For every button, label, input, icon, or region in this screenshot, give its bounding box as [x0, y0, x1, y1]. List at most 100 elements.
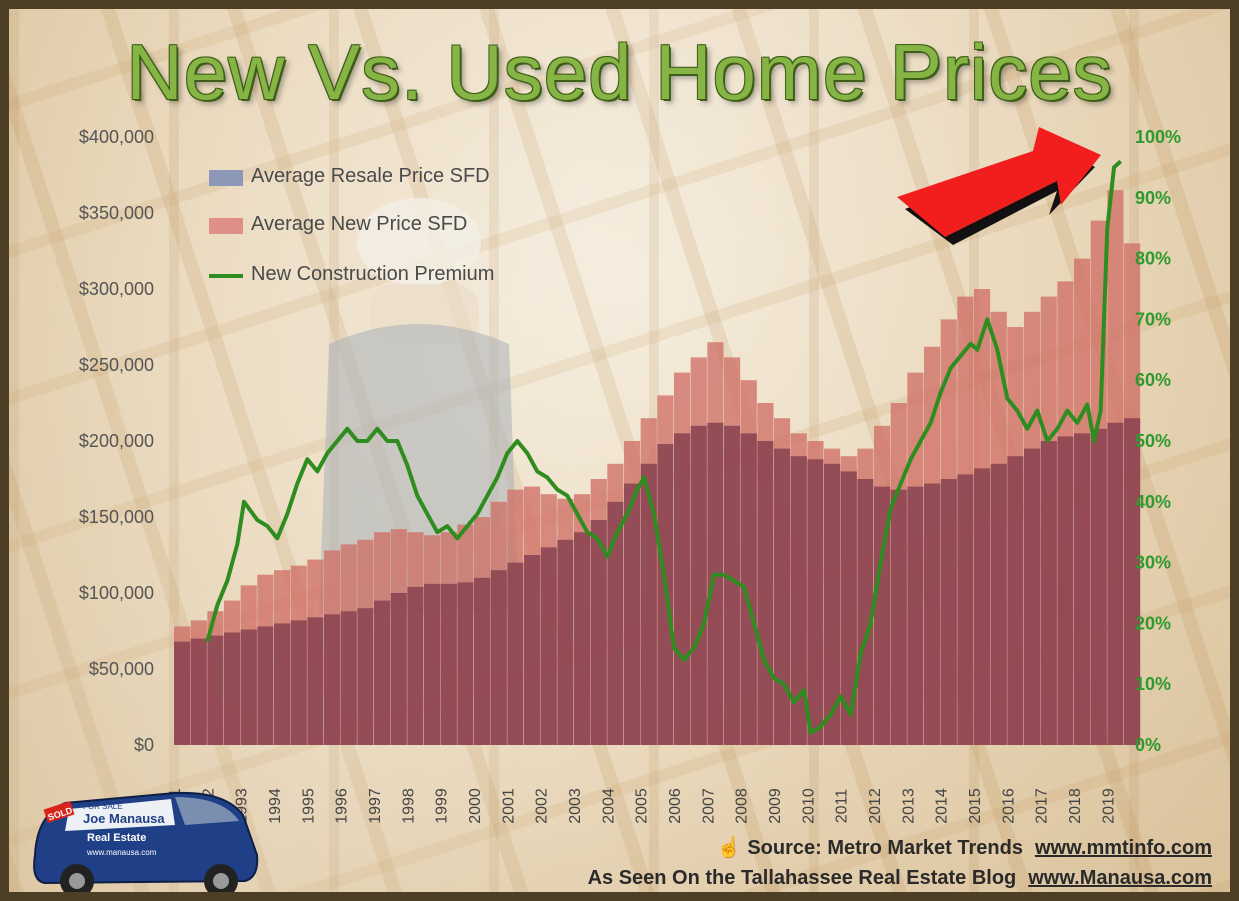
- resale-bar: [540, 547, 557, 745]
- svg-text:www.manausa.com: www.manausa.com: [86, 848, 157, 857]
- resale-bar: [640, 463, 657, 745]
- x-tick-label: 2010: [800, 788, 817, 824]
- x-tick-label: 1998: [400, 788, 417, 824]
- resale-bar: [290, 620, 307, 745]
- x-tick-label: 2003: [567, 788, 584, 824]
- resale-bar: [724, 425, 741, 745]
- resale-bar: [807, 459, 824, 745]
- svg-text:FOR SALE: FOR SALE: [83, 802, 123, 811]
- svg-text:Joe Manausa: Joe Manausa: [83, 811, 165, 826]
- resale-bar: [924, 483, 941, 745]
- x-tick-label: 2001: [500, 788, 517, 824]
- x-tick-label: 2016: [1000, 788, 1017, 824]
- right-y-tick-label: 20%: [1135, 613, 1171, 633]
- branded-car-logo: SOLD FOR SALE Joe Manausa Real Estate ww…: [33, 791, 259, 892]
- resale-bar: [440, 583, 457, 745]
- legend-resale-label: Average Resale Price SFD: [251, 165, 490, 187]
- left-y-tick-label: $50,000: [89, 659, 154, 679]
- left-y-tick-label: $350,000: [79, 203, 154, 223]
- resale-bar: [574, 532, 591, 745]
- resale-bar: [474, 577, 491, 745]
- x-tick-label: 2017: [1034, 788, 1051, 824]
- left-y-tick-label: $100,000: [79, 583, 154, 603]
- resale-bar: [374, 600, 391, 745]
- right-y-tick-label: 90%: [1135, 188, 1171, 208]
- resale-bar: [740, 433, 757, 745]
- right-y-tick-label: 10%: [1135, 674, 1171, 694]
- x-tick-label: 2000: [467, 788, 484, 824]
- legend-new-swatch: [209, 218, 243, 234]
- resale-bar: [407, 586, 424, 745]
- resale-bar: [174, 641, 191, 745]
- resale-bar: [890, 489, 907, 745]
- right-y-tick-label: 80%: [1135, 249, 1171, 269]
- source-label: Source: Metro Market Trends: [747, 837, 1023, 859]
- resale-bar: [207, 635, 224, 745]
- resale-bar: [274, 623, 291, 745]
- left-y-tick-label: $250,000: [79, 355, 154, 375]
- resale-bar: [707, 422, 724, 745]
- resale-bar: [940, 479, 957, 745]
- x-tick-label: 2015: [967, 788, 984, 824]
- x-tick-label: 2013: [900, 788, 917, 824]
- right-y-tick-label: 50%: [1135, 431, 1171, 451]
- chart-area: $0 $50,000 $100,000 $150,000 $200,000 $250,00…: [79, 127, 1181, 824]
- legend-resale-swatch: [209, 170, 243, 186]
- x-tick-label: 2007: [700, 788, 717, 824]
- x-tick-label: 1994: [267, 788, 284, 824]
- resale-bar: [990, 463, 1007, 745]
- pointing-hand-icon: ☝: [716, 837, 742, 859]
- resale-bar: [1057, 436, 1074, 745]
- resale-bar: [1040, 441, 1057, 745]
- premium-line: [205, 159, 1123, 735]
- x-tick-label: 2008: [734, 788, 751, 824]
- x-tick-label: 2012: [867, 788, 884, 824]
- source-link[interactable]: www.mmtinfo.com: [1034, 837, 1212, 859]
- blog-link[interactable]: www.Manausa.com: [1028, 867, 1212, 889]
- blog-note: As Seen On the Tallahassee Real Estate B…: [588, 867, 1212, 890]
- x-tick-label: 1997: [367, 788, 384, 824]
- resale-bar: [1024, 448, 1041, 745]
- resale-bar: [1007, 456, 1024, 745]
- source-note: ☝ Source: Metro Market Trends www.mmtinfo…: [717, 835, 1212, 860]
- resale-bar: [457, 582, 474, 745]
- resale-bar: [1074, 433, 1091, 745]
- red-arrow-icon: [897, 127, 1101, 245]
- left-y-tick-label: $200,000: [79, 431, 154, 451]
- resale-bar: [224, 632, 241, 745]
- resale-bar: [557, 539, 574, 745]
- resale-bar: [1107, 422, 1124, 745]
- resale-bar: [490, 570, 507, 745]
- resale-bar: [840, 471, 857, 745]
- resale-bar: [774, 448, 791, 745]
- resale-bar: [307, 617, 324, 745]
- legend-new-label: Average New Price SFD: [251, 213, 468, 235]
- resale-bar: [590, 520, 607, 745]
- right-y-axis: 0% 10% 20% 30% 40% 50% 60% 70% 80% 90% 100%: [1135, 127, 1181, 755]
- page-title: New Vs. Used Home Prices: [126, 28, 1113, 116]
- x-tick-label: 2018: [1067, 788, 1084, 824]
- right-y-tick-label: 30%: [1135, 553, 1171, 573]
- resale-bar: [240, 629, 257, 745]
- resale-bar: [524, 555, 541, 745]
- left-y-axis: $0 $50,000 $100,000 $150,000 $200,000 $250,00…: [79, 127, 154, 755]
- x-tick-label: 2009: [767, 788, 784, 824]
- resale-bar: [1090, 428, 1107, 745]
- legend-premium-label: New Construction Premium: [251, 263, 495, 285]
- resale-bar: [507, 562, 524, 745]
- right-y-tick-label: 70%: [1135, 309, 1171, 329]
- right-y-tick-label: 100%: [1135, 127, 1181, 147]
- resale-bar: [1124, 418, 1141, 745]
- resale-bar: [690, 425, 707, 745]
- x-axis: 1991199219931994199519961997199819992000…: [167, 788, 1117, 824]
- resale-bar: [357, 608, 374, 745]
- resale-bar: [324, 614, 341, 745]
- resale-bar: [907, 486, 924, 745]
- left-y-tick-label: $400,000: [79, 127, 154, 147]
- svg-text:Real Estate: Real Estate: [87, 832, 146, 844]
- x-tick-label: 1999: [434, 788, 451, 824]
- resale-bar: [674, 433, 691, 745]
- right-y-tick-label: 40%: [1135, 492, 1171, 512]
- right-y-tick-label: 0%: [1135, 735, 1161, 755]
